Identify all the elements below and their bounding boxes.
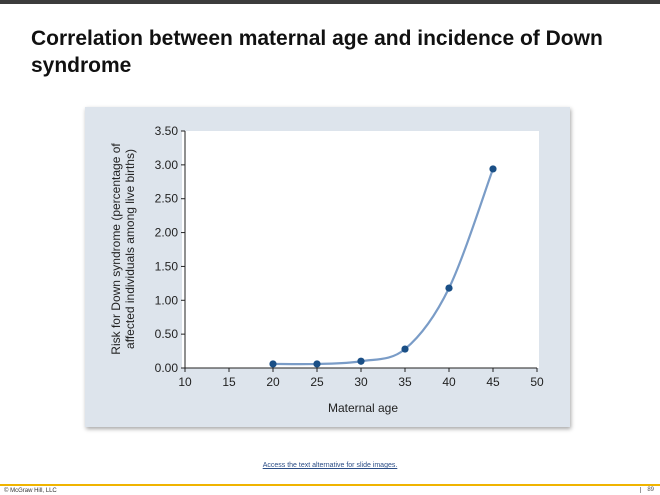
x-axis-label: Maternal age bbox=[328, 401, 398, 415]
top-bar bbox=[0, 0, 660, 4]
y-tick-label: 3.00 bbox=[155, 158, 179, 172]
y-tick-label: 1.00 bbox=[155, 293, 179, 307]
footer-rule bbox=[0, 484, 660, 486]
copyright: © McGraw Hill, LLC bbox=[4, 488, 57, 494]
x-tick-label: 50 bbox=[530, 375, 544, 389]
alt-text-link[interactable]: Access the text alternative for slide im… bbox=[262, 462, 398, 469]
y-tick-label: 2.00 bbox=[155, 226, 179, 240]
x-tick-label: 30 bbox=[354, 375, 368, 389]
y-axis-label-line: Risk for Down syndrome (percentage of bbox=[109, 143, 123, 355]
data-point bbox=[269, 360, 277, 368]
y-tick-label: 2.50 bbox=[155, 192, 179, 206]
x-tick-label: 15 bbox=[222, 375, 236, 389]
y-axis-label: Risk for Down syndrome (percentage of aff… bbox=[109, 143, 137, 355]
x-tick-label: 40 bbox=[442, 375, 456, 389]
data-point bbox=[313, 360, 321, 368]
x-tick-label: 10 bbox=[178, 375, 192, 389]
ticks: 0.00 0.50 1.00 1.50 2.00 2.50 3.00 3.50 10 15 20 25… bbox=[155, 124, 544, 389]
slide-title: Correlation between maternal age and inc… bbox=[31, 27, 603, 77]
data-point bbox=[489, 165, 497, 173]
y-tick-label: 0.00 bbox=[155, 361, 179, 375]
x-tick-label: 25 bbox=[310, 375, 324, 389]
y-axis-label-line: affected individuals among live births) bbox=[123, 149, 137, 349]
x-tick-label: 45 bbox=[486, 375, 500, 389]
data-point bbox=[401, 345, 409, 353]
data-point bbox=[357, 357, 365, 365]
y-tick-label: 3.50 bbox=[155, 124, 179, 138]
x-tick-label: 35 bbox=[398, 375, 412, 389]
y-tick-label: 0.50 bbox=[155, 327, 179, 341]
page-number: 89 bbox=[640, 487, 654, 493]
data-points bbox=[269, 165, 497, 368]
y-tick-label: 1.50 bbox=[155, 259, 179, 273]
data-point bbox=[445, 284, 453, 292]
x-tick-label: 20 bbox=[266, 375, 280, 389]
plot-area bbox=[182, 131, 539, 368]
down-syndrome-chart: Risk for Down syndrome (percentage of aff… bbox=[109, 124, 544, 415]
